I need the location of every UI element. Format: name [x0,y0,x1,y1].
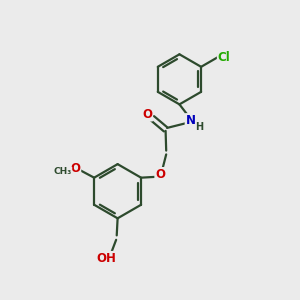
Text: H: H [195,122,203,132]
Text: O: O [70,162,80,175]
Text: OH: OH [96,252,116,265]
Text: CH₃: CH₃ [53,167,72,176]
Text: O: O [142,108,152,121]
Text: O: O [155,168,165,181]
Text: N: N [186,114,196,127]
Text: Cl: Cl [218,51,230,64]
